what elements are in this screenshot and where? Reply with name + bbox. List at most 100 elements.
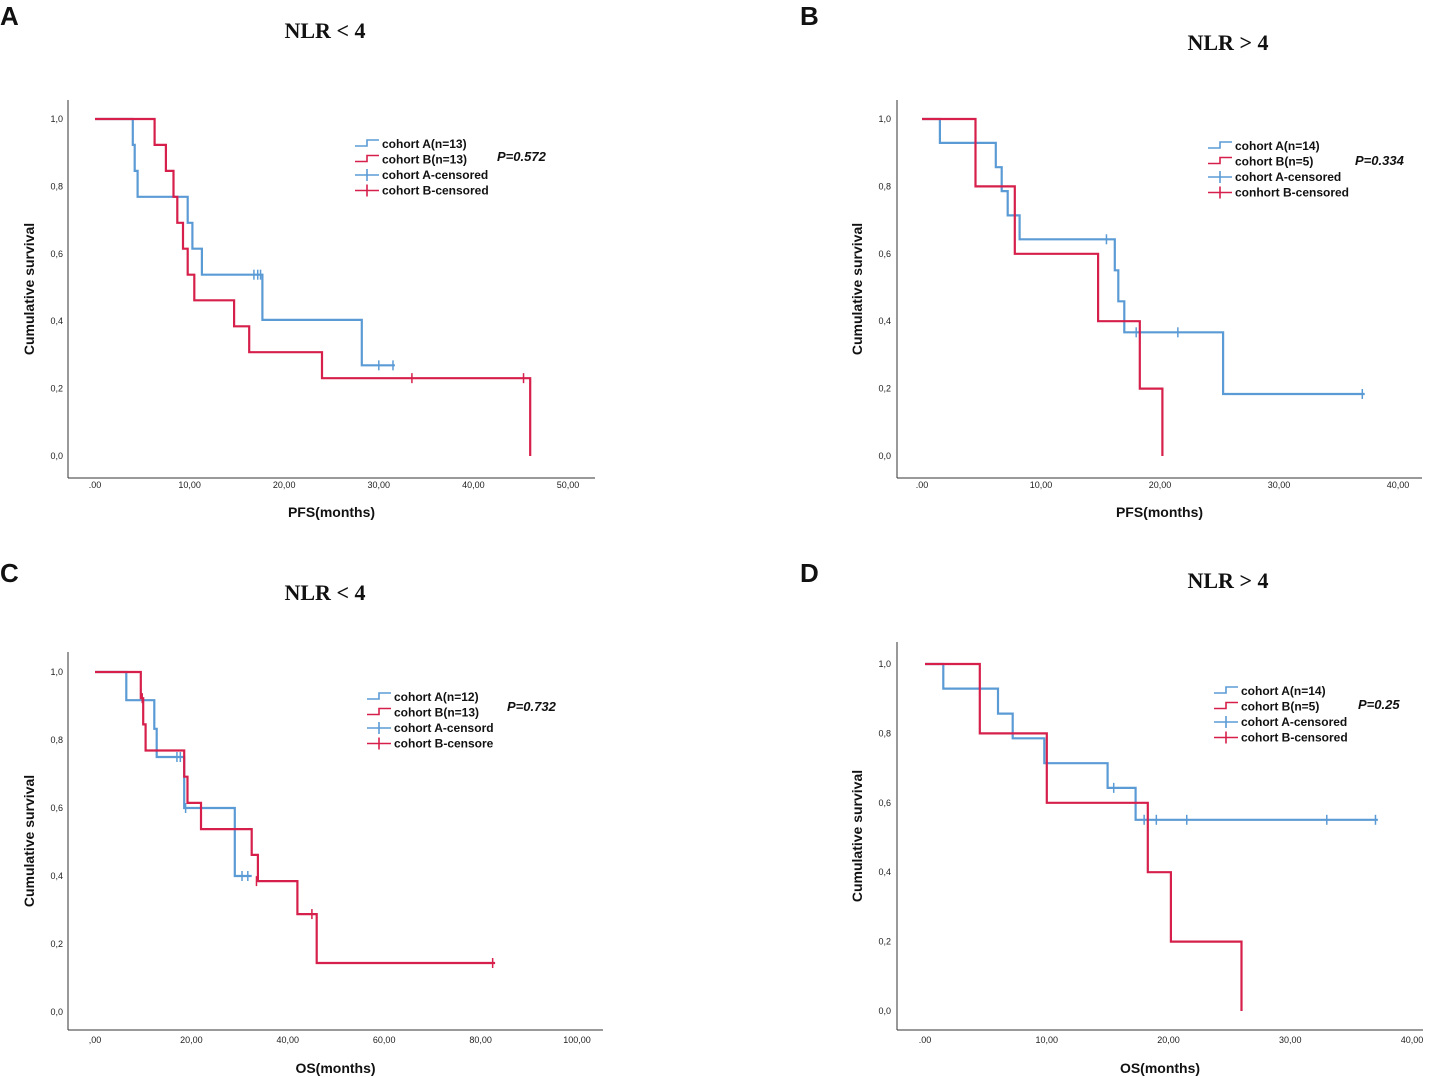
series-line-cohort-b xyxy=(95,670,496,965)
y-tick-label: 0,6 xyxy=(50,249,63,259)
y-tick-label: 0,4 xyxy=(50,871,63,881)
panel-c: C NLR < 4 0,0 0,2 0,4 0,6 0,8 1,0 ,00 20,00 40,00 6… xyxy=(0,558,603,1076)
chart-title: NLR < 4 xyxy=(285,18,366,43)
legend-label: cohort A-censored xyxy=(382,168,488,182)
legend-line-glyph xyxy=(1208,156,1232,165)
x-tick-label: 20,00 xyxy=(180,1035,203,1045)
y-tick-label: 0,2 xyxy=(50,384,63,394)
y-tick-label: 1,0 xyxy=(878,659,891,669)
x-tick-label: 100,00 xyxy=(563,1035,591,1045)
series-line-cohort-a xyxy=(95,117,395,367)
y-axis-title: Cumulative survival xyxy=(21,223,37,355)
series-line-cohort-b xyxy=(95,117,532,456)
x-tick-label: .00 xyxy=(916,480,929,490)
legend-label: cohort A(n=14) xyxy=(1235,139,1320,153)
x-tick-label: 40,00 xyxy=(1387,480,1410,490)
panel-letter: A xyxy=(0,1,19,31)
x-tick-label: 30,00 xyxy=(368,480,391,490)
series-line-cohort-a xyxy=(95,670,252,878)
y-tick-label: 1,0 xyxy=(50,114,63,124)
legend-line-glyph xyxy=(367,707,391,716)
x-axis-title: OS(months) xyxy=(295,1060,375,1076)
x-tick-label: 20,00 xyxy=(273,480,296,490)
legend-label: cohort B(n=5) xyxy=(1235,155,1313,169)
legend-label: cohort A-censored xyxy=(1235,170,1341,184)
y-tick-label: 0,6 xyxy=(878,249,891,259)
legend-label: cohort A(n=12) xyxy=(394,690,479,704)
legend-label: cohort A-censord xyxy=(394,721,494,735)
series-line-cohort-b xyxy=(922,117,1164,456)
y-tick-label: 0,2 xyxy=(878,937,891,947)
y-axis-title: Cumulative survival xyxy=(849,223,865,355)
x-tick-label: 40,00 xyxy=(277,1035,300,1045)
y-tick-label: 0,2 xyxy=(50,939,63,949)
series-line-cohort-b xyxy=(925,662,1243,1011)
x-tick-label: 20,00 xyxy=(1149,480,1172,490)
x-axis-title: OS(months) xyxy=(1120,1060,1200,1076)
x-tick-label: 50,00 xyxy=(557,480,580,490)
y-tick-label: 0,2 xyxy=(878,384,891,394)
x-tick-label: 40,00 xyxy=(1401,1035,1424,1045)
x-tick-label: 30,00 xyxy=(1268,480,1291,490)
x-tick-label: ,00 xyxy=(89,1035,102,1045)
legend-line-glyph xyxy=(355,154,379,163)
x-tick-label: 80,00 xyxy=(469,1035,492,1045)
panel-a: A NLR < 4 0,0 0,2 0,4 0,6 0,8 1,0 .00 10,00 20,00 3… xyxy=(0,1,595,520)
chart-title: NLR > 4 xyxy=(1188,30,1269,55)
chart-title: NLR > 4 xyxy=(1188,568,1269,593)
x-tick-label: 10,00 xyxy=(178,480,201,490)
x-axis-title: PFS(months) xyxy=(1116,504,1203,520)
legend-label: conhort B-censored xyxy=(1235,186,1349,200)
legend-label: cohort B(n=13) xyxy=(382,153,467,167)
x-tick-label: 10,00 xyxy=(1035,1035,1058,1045)
panel-letter: D xyxy=(800,558,819,588)
chart-title: NLR < 4 xyxy=(285,580,366,605)
y-tick-label: 0,0 xyxy=(878,451,891,461)
y-tick-label: 0,6 xyxy=(50,803,63,813)
p-value: P=0.334 xyxy=(1355,153,1405,168)
y-tick-label: 0,0 xyxy=(50,451,63,461)
p-value: P=0.572 xyxy=(497,149,547,164)
y-tick-label: 0,8 xyxy=(50,735,63,745)
p-value: P=0.25 xyxy=(1358,697,1400,712)
legend-label: cohort B(n=5) xyxy=(1241,700,1319,714)
legend-label: cohort B-censored xyxy=(1241,731,1348,745)
p-value: P=0.732 xyxy=(507,699,557,714)
x-tick-label: .00 xyxy=(919,1035,932,1045)
y-tick-label: 0,4 xyxy=(878,867,891,877)
y-tick-label: 0,6 xyxy=(878,798,891,808)
y-tick-label: 1,0 xyxy=(50,667,63,677)
y-tick-label: 1,0 xyxy=(878,114,891,124)
series-line-cohort-a xyxy=(922,117,1365,396)
x-tick-label: 60,00 xyxy=(373,1035,396,1045)
x-tick-label: .00 xyxy=(89,480,102,490)
legend-line-glyph xyxy=(355,139,379,147)
legend-label: cohort B-censore xyxy=(394,737,494,751)
legend-line-glyph xyxy=(1208,141,1232,149)
y-axis-title: Cumulative survival xyxy=(21,775,37,907)
y-tick-label: 0,8 xyxy=(878,181,891,191)
y-tick-label: 0,0 xyxy=(50,1007,63,1017)
legend-line-glyph xyxy=(1214,686,1238,694)
panel-letter: C xyxy=(0,558,19,588)
y-tick-label: 0,0 xyxy=(878,1006,891,1016)
legend-line-glyph xyxy=(367,692,391,700)
y-axis-title: Cumulative survival xyxy=(849,770,865,902)
panel-letter: B xyxy=(800,1,819,31)
x-tick-label: 40,00 xyxy=(462,480,485,490)
x-tick-label: 20,00 xyxy=(1157,1035,1180,1045)
legend-label: cohort A(n=14) xyxy=(1241,684,1326,698)
panel-d: D NLR > 4 0,0 0,2 0,4 0,6 0,8 1,0 .00 10,00 20,00 3… xyxy=(800,558,1423,1076)
y-tick-label: 0,4 xyxy=(878,316,891,326)
legend-label: cohort B(n=13) xyxy=(394,706,479,720)
legend-label: cohort A-censored xyxy=(1241,715,1347,729)
panel-b: B NLR > 4 0,0 0,2 0,4 0,6 0,8 1,0 .00 10,00 20,00 3… xyxy=(800,1,1422,520)
y-tick-label: 0,8 xyxy=(878,728,891,738)
legend-line-glyph xyxy=(1214,701,1238,710)
x-axis-title: PFS(months) xyxy=(288,504,375,520)
legend-label: cohort A(n=13) xyxy=(382,137,467,151)
y-tick-label: 0,4 xyxy=(50,316,63,326)
y-tick-label: 0,8 xyxy=(50,181,63,191)
series-line-cohort-a xyxy=(925,662,1378,821)
